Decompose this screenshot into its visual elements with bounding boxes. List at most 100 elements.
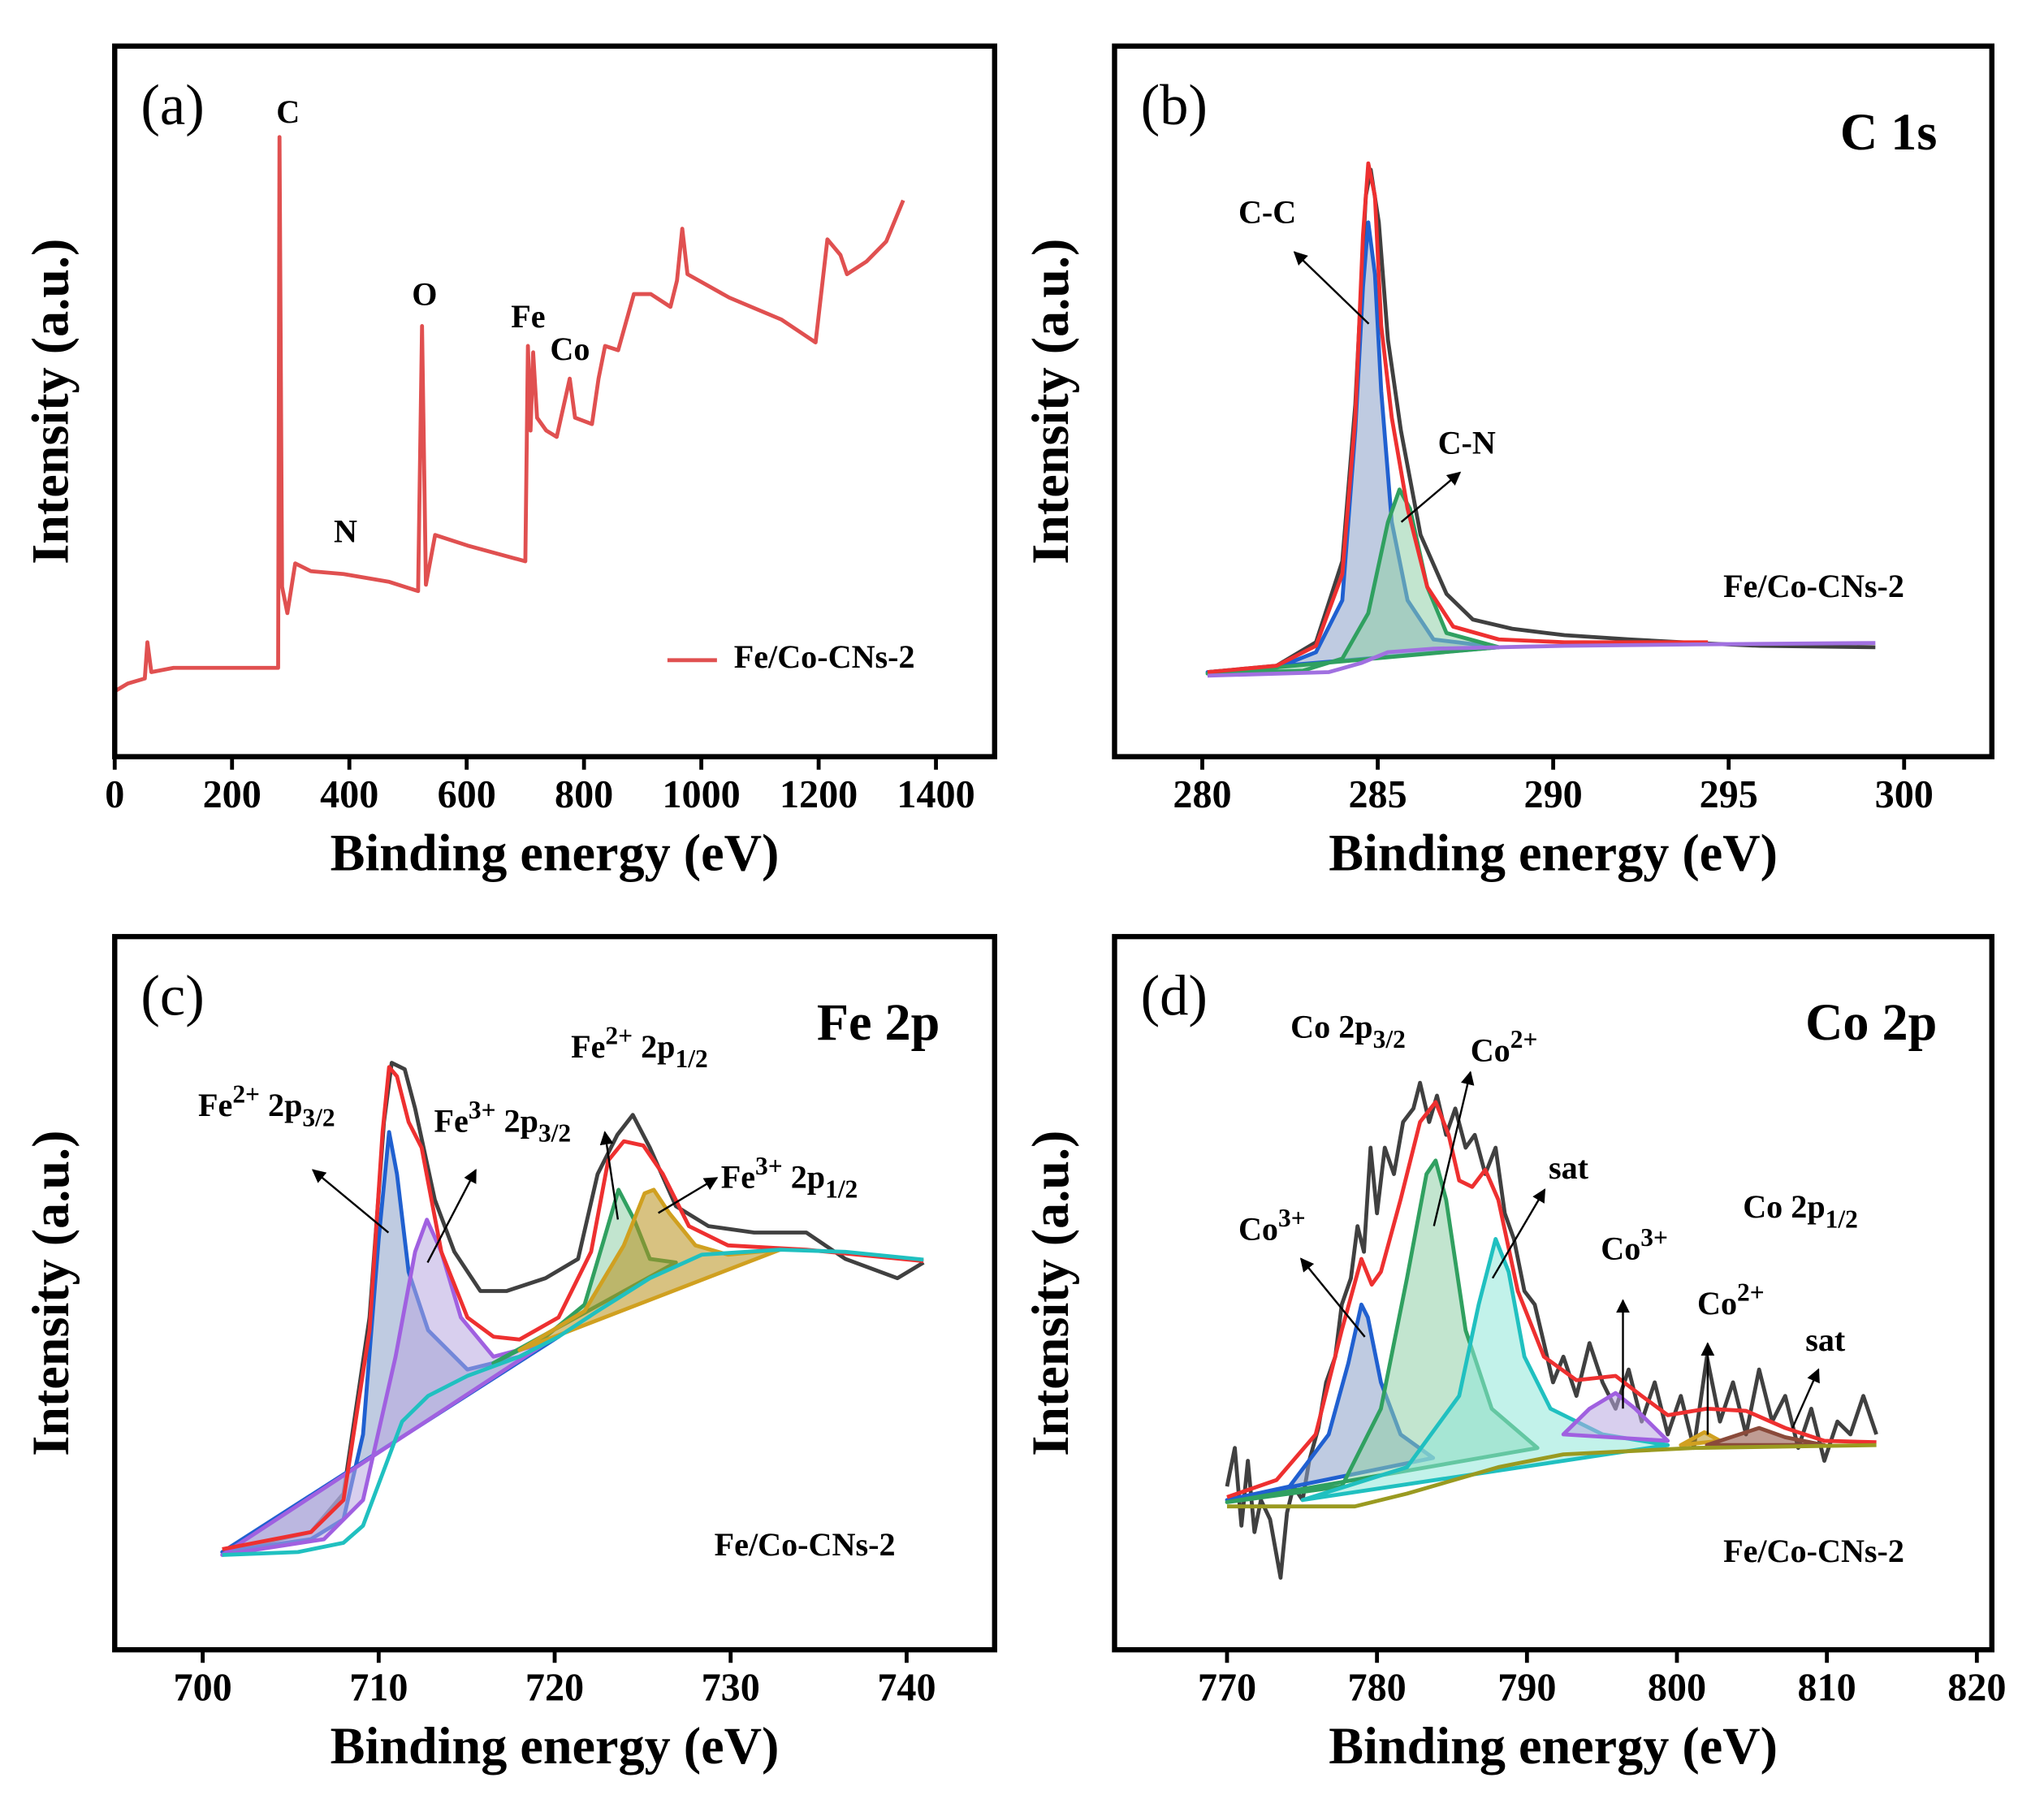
- annotation-part: Fe: [511, 298, 545, 335]
- annotation: Co3+: [1601, 1223, 1668, 1266]
- annotation: Co 2p1/2: [1743, 1188, 1858, 1233]
- annotation-part: Fe/Co-CNs-2: [715, 1526, 896, 1563]
- annotation-part: Fe/Co-CNs-2: [1723, 568, 1904, 604]
- annotation: Fe/Co-CNs-2: [1723, 568, 1904, 604]
- legend-label: Fe/Co-CNs-2: [734, 638, 915, 675]
- plot-frame: [1112, 933, 1995, 1653]
- annotation-part: 3+: [1640, 1223, 1668, 1252]
- x-tick-label: 290: [1524, 773, 1583, 816]
- annotation-part: 3+: [469, 1096, 496, 1124]
- x-tick-label: 600: [438, 773, 496, 816]
- spectrum-line: [1207, 641, 1876, 678]
- annotation-part: 3+: [755, 1152, 783, 1180]
- annotation-part: 2p: [496, 1102, 538, 1139]
- y-axis-title: Intensity (a.u.): [1022, 1131, 1079, 1456]
- annotation-part: Co 2p: [1290, 1009, 1372, 1045]
- annotation: O: [412, 276, 437, 313]
- x-tick-label: 800: [555, 773, 613, 816]
- x-tick-label: 770: [1198, 1667, 1256, 1710]
- spectrum-line: [1207, 161, 1709, 674]
- annotation-part: 3/2: [302, 1104, 335, 1132]
- spectrum-line: [222, 1065, 924, 1551]
- x-tick-label: 0: [105, 773, 124, 816]
- annotation-part: 2p: [260, 1087, 302, 1123]
- annotation-part: 2+: [1737, 1278, 1765, 1307]
- y-axis-title: Intensity (a.u.): [22, 1131, 80, 1456]
- panel: 770 780 790 800 810 820 Binding energy (eV) Int…: [1022, 933, 2006, 1775]
- x-axis-title: Binding energy (eV): [331, 1717, 780, 1775]
- x-tick-label: 1200: [780, 773, 858, 816]
- x-tick-label: 1000: [662, 773, 740, 816]
- annotation: Co3+: [1238, 1204, 1306, 1247]
- x-tick-label: 800: [1648, 1667, 1706, 1710]
- annotation: Fe/Co-CNs-2: [715, 1526, 896, 1563]
- annotation-arrow: [1433, 1071, 1475, 1226]
- annotation-part: 2p: [783, 1159, 825, 1196]
- annotation-arrow: [311, 1169, 390, 1234]
- annotation-part: 1/2: [675, 1045, 707, 1073]
- annotation: C-C: [1238, 194, 1296, 231]
- annotation-arrow: [1299, 1257, 1366, 1338]
- annotation-arrow: [599, 1131, 620, 1220]
- panel: 280 285 290 295 300 Binding energy (eV) Intens…: [1022, 43, 1995, 882]
- y-axis-title: Intensity (a.u.): [22, 239, 80, 564]
- x-tick-label: 300: [1875, 773, 1934, 816]
- annotation-part: sat: [1549, 1149, 1589, 1186]
- x-tick-label: 720: [525, 1667, 584, 1710]
- annotation-part: C: [276, 93, 300, 130]
- x-axis-title: Binding energy (eV): [1329, 1717, 1778, 1775]
- x-tick-label: 295: [1700, 773, 1758, 816]
- spectrum-line: [1226, 1443, 1877, 1509]
- x-tick-label: 280: [1173, 773, 1231, 816]
- annotation-part: N: [334, 513, 357, 550]
- annotation-part: 1/2: [825, 1175, 858, 1204]
- annotation: Co2+: [1697, 1278, 1765, 1321]
- annotation-arrow: [1491, 1188, 1546, 1279]
- annotation-part: Fe: [434, 1102, 469, 1139]
- annotation-part: 2+: [605, 1022, 633, 1050]
- annotation: Fe3+ 2p1/2: [721, 1152, 858, 1204]
- annotation-part: Fe: [721, 1159, 755, 1196]
- annotation-part: C-N: [1438, 425, 1496, 461]
- annotation-arrow: [426, 1168, 477, 1263]
- x-tick-label: 710: [349, 1667, 408, 1710]
- panel-label: (a): [140, 74, 204, 137]
- x-tick-label: 790: [1497, 1667, 1556, 1710]
- annotation-arrow: [658, 1177, 719, 1214]
- peak-fit: [1561, 1391, 1670, 1443]
- annotation: Fe2+ 2p1/2: [571, 1022, 708, 1074]
- x-tick-label: 400: [320, 773, 378, 816]
- annotation-part: 3/2: [538, 1119, 571, 1148]
- annotation-part: 1/2: [1826, 1205, 1858, 1234]
- annotation: Fe3+ 2p3/2: [434, 1096, 572, 1148]
- x-tick-label: 200: [203, 773, 261, 816]
- x-tick-label: 810: [1798, 1667, 1856, 1710]
- panel-label: (c): [140, 965, 204, 1028]
- panel: 700 710 720 730 740 Binding energy (eV) Intens…: [22, 933, 998, 1775]
- annotation-part: Co: [1471, 1032, 1510, 1069]
- annotation: Co2+: [1471, 1025, 1538, 1068]
- x-axis-title: Binding energy (eV): [331, 824, 780, 882]
- x-tick-label: 740: [877, 1667, 936, 1710]
- spectrum-line: [114, 135, 905, 694]
- annotation: sat: [1805, 1321, 1846, 1358]
- annotation: Fe: [511, 298, 545, 335]
- peak-fit: [1205, 487, 1502, 676]
- annotation: Co 2p3/2: [1290, 1009, 1406, 1053]
- annotation-part: Fe: [571, 1028, 605, 1065]
- annotation-part: 3/2: [1373, 1025, 1406, 1053]
- annotation: Co: [550, 331, 590, 367]
- annotation-part: C-C: [1238, 194, 1296, 231]
- annotation-part: Co: [550, 331, 590, 367]
- panel-label: (d): [1141, 965, 1208, 1028]
- x-tick-label: 700: [174, 1667, 232, 1710]
- x-tick-label: 820: [1947, 1667, 2006, 1710]
- x-tick-label: 285: [1348, 773, 1407, 816]
- panel-title: C 1s: [1840, 103, 1937, 161]
- peak-fit: [220, 1130, 561, 1555]
- annotation: C: [276, 93, 300, 130]
- annotation-part: Co: [1697, 1285, 1737, 1321]
- panel: 0 200 400 600 800 1000 1200 1400 Binding energy …: [22, 43, 998, 882]
